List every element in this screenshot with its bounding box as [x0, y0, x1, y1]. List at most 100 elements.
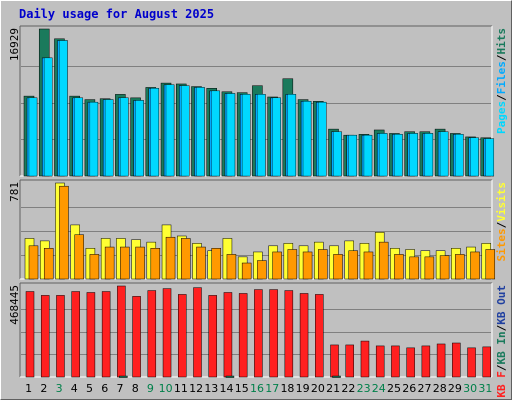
bar-pages-day-18 [287, 94, 296, 177]
bar-sites-day-17 [272, 251, 282, 280]
bar-kbf-day-4 [71, 291, 80, 378]
bar-sites-day-3 [59, 185, 69, 280]
bar-kbf-day-8 [132, 296, 141, 378]
bar-kbf-day-31 [482, 346, 492, 378]
day-label-30: 30 [463, 382, 477, 395]
bar-kbf-day-6 [101, 291, 111, 378]
day-label-8: 8 [132, 382, 139, 395]
bar-sites-day-15 [241, 262, 252, 280]
bar-kbf-day-24 [375, 345, 385, 378]
day-label-16: 16 [250, 382, 264, 395]
bar-kbf-day-27 [421, 345, 431, 378]
bar-sites-day-8 [135, 246, 145, 280]
bar-pages-day-1 [28, 97, 38, 177]
day-label-18: 18 [280, 382, 294, 395]
bar-pages-day-12 [196, 87, 205, 177]
bar-kbf-day-16 [254, 289, 263, 378]
day-label-27: 27 [417, 382, 431, 395]
bar-pages-day-11 [181, 85, 190, 177]
bar-kbf-day-3 [56, 295, 65, 378]
bar-kbin-day-7 [119, 375, 128, 378]
bar-sites-day-23 [363, 251, 374, 280]
bar-pages-day-30 [470, 137, 479, 177]
day-label-28: 28 [433, 382, 447, 395]
bar-sites-day-11 [181, 238, 191, 280]
bar-kbf-day-7 [117, 285, 126, 378]
day-label-11: 11 [174, 382, 188, 395]
bar-sites-day-4 [74, 234, 84, 280]
bar-kbf-day-18 [284, 290, 294, 378]
bar-kbf-day-9 [147, 290, 157, 378]
day-label-21: 21 [326, 382, 340, 395]
bar-pages-day-5 [89, 102, 99, 177]
bar-sites-day-25 [394, 254, 404, 280]
legend-entry: / [495, 94, 508, 101]
bar-kbf-day-20 [315, 294, 324, 378]
day-label-26: 26 [402, 382, 416, 395]
bar-pages-day-15 [242, 94, 251, 177]
day-label-19: 19 [296, 382, 310, 395]
bar-kbf-day-26 [406, 347, 415, 378]
bar-pages-day-25 [394, 134, 403, 177]
bar-sites-day-26 [409, 256, 419, 280]
legend-entry: Files [495, 61, 508, 94]
bar-sites-day-13 [211, 248, 221, 280]
bar-sites-day-10 [165, 236, 176, 280]
bar-sites-day-30 [470, 251, 480, 280]
legend-hits-files: Pages/Files/Hits [495, 28, 508, 134]
bar-pages-day-26 [409, 133, 418, 177]
bar-kbf-day-10 [162, 288, 172, 378]
day-label-23: 23 [357, 382, 371, 395]
day-label-22: 22 [341, 382, 355, 395]
day-label-17: 17 [265, 382, 279, 395]
bar-kbf-day-30 [467, 347, 476, 378]
legend-entry: / [495, 221, 508, 228]
bar-pages-day-23 [363, 135, 373, 177]
legend-entry: KB Out [495, 285, 508, 325]
bar-kbf-day-23 [360, 340, 370, 378]
bar-sites-day-18 [287, 249, 298, 280]
bar-sites-day-1 [28, 245, 39, 280]
bar-kbf-day-15 [238, 293, 248, 378]
day-label-20: 20 [311, 382, 325, 395]
bar-kbf-day-25 [391, 345, 400, 378]
bar-pages-day-19 [302, 101, 312, 177]
legend-entry: Hits [495, 28, 508, 55]
bar-kbf-day-21 [330, 344, 339, 378]
legend-entry: KB F [495, 371, 508, 398]
bar-sites-day-22 [348, 250, 358, 280]
day-label-7: 7 [116, 382, 123, 395]
bar-sites-day-19 [302, 251, 313, 280]
bar-sites-day-16 [257, 260, 267, 280]
bar-pages-day-28 [439, 131, 449, 177]
day-label-4: 4 [71, 382, 78, 395]
legend-entry: Pages [495, 101, 508, 134]
bar-pages-day-16 [257, 94, 266, 177]
bar-sites-day-6 [104, 246, 115, 280]
bar-kbf-day-2 [40, 295, 50, 378]
day-label-29: 29 [448, 382, 462, 395]
bar-pages-day-4 [74, 97, 83, 177]
bar-pages-day-31 [485, 138, 494, 177]
day-label-9: 9 [147, 382, 154, 395]
bar-kbf-day-17 [269, 289, 278, 378]
bar-sites-day-29 [455, 254, 465, 280]
bar-kbf-day-1 [25, 291, 35, 378]
bar-pages-day-27 [424, 133, 434, 177]
bar-sites-day-5 [89, 254, 100, 280]
bar-pages-day-2 [44, 57, 53, 177]
bar-pages-day-14 [226, 93, 236, 177]
bar-pages-day-20 [318, 102, 327, 177]
day-label-6: 6 [101, 382, 108, 395]
bar-kbf-day-12 [193, 287, 202, 378]
bar-pages-day-13 [211, 90, 220, 177]
day-label-1: 1 [25, 382, 32, 395]
y-max-label-visits-sites: 781 [8, 182, 21, 202]
bar-pages-day-10 [165, 84, 175, 177]
bar-sites-day-31 [485, 249, 496, 280]
bar-sites-day-20 [318, 249, 328, 280]
legend-entry: / [495, 364, 508, 371]
bar-pages-day-29 [455, 134, 464, 177]
bar-kbf-day-5 [86, 292, 96, 378]
